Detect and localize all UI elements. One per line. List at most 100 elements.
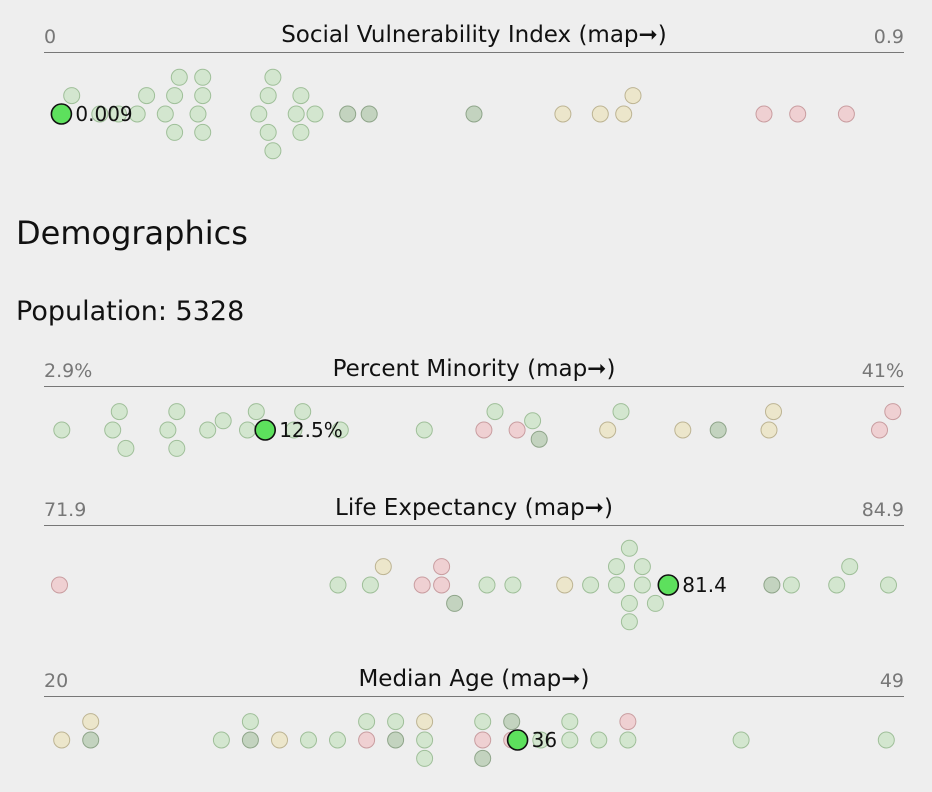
data-point[interactable] <box>214 412 232 430</box>
data-point[interactable] <box>53 731 71 749</box>
data-point[interactable] <box>287 105 305 123</box>
data-point[interactable] <box>358 731 376 749</box>
data-point[interactable] <box>880 576 897 594</box>
data-point[interactable] <box>53 421 71 439</box>
data-point[interactable] <box>615 105 633 123</box>
data-point[interactable] <box>561 713 579 731</box>
data-point[interactable] <box>387 713 405 731</box>
data-point[interactable] <box>416 731 434 749</box>
data-point[interactable] <box>532 731 550 749</box>
data-point[interactable] <box>620 613 638 631</box>
data-point[interactable] <box>159 421 177 439</box>
map-link[interactable]: Percent Minority (map➞) <box>332 356 616 382</box>
data-point[interactable] <box>128 105 146 123</box>
map-link[interactable]: Life Expectancy (map➞) <box>335 495 613 521</box>
data-point[interactable] <box>416 713 434 731</box>
data-point[interactable] <box>329 576 347 594</box>
data-point[interactable] <box>633 576 651 594</box>
data-point[interactable] <box>789 105 807 123</box>
data-point[interactable] <box>433 558 451 576</box>
data-point[interactable] <box>339 105 357 123</box>
data-point[interactable] <box>306 105 324 123</box>
data-point[interactable] <box>170 68 188 86</box>
data-point[interactable] <box>446 594 464 612</box>
data-point[interactable] <box>633 558 651 576</box>
data-point[interactable] <box>524 412 542 430</box>
data-point[interactable] <box>194 123 212 141</box>
data-point[interactable] <box>292 123 310 141</box>
data-point[interactable] <box>271 731 288 749</box>
data-point[interactable] <box>194 68 212 86</box>
data-point[interactable] <box>619 731 637 749</box>
data-point[interactable] <box>264 68 282 86</box>
data-point[interactable] <box>360 105 378 123</box>
data-point[interactable] <box>732 731 750 749</box>
data-point[interactable] <box>474 731 492 749</box>
data-point[interactable] <box>624 87 642 105</box>
data-point[interactable] <box>508 421 526 439</box>
data-point[interactable] <box>168 403 186 421</box>
data-point[interactable] <box>361 576 379 594</box>
data-point[interactable] <box>608 558 625 576</box>
data-point[interactable] <box>91 105 109 123</box>
data-point[interactable] <box>212 731 230 749</box>
data-point[interactable] <box>292 87 310 105</box>
map-link[interactable]: Median Age (map➞) <box>358 666 590 692</box>
data-point[interactable] <box>166 87 184 105</box>
data-point[interactable] <box>877 731 895 749</box>
data-point[interactable] <box>117 439 135 457</box>
data-point[interactable] <box>110 105 127 123</box>
data-point[interactable] <box>608 576 625 594</box>
data-point[interactable] <box>387 731 405 749</box>
data-point[interactable] <box>763 576 781 594</box>
data-point[interactable] <box>486 403 504 421</box>
data-point[interactable] <box>478 576 496 594</box>
data-point[interactable] <box>329 731 346 749</box>
data-point[interactable] <box>104 421 122 439</box>
data-point[interactable] <box>168 439 186 457</box>
data-point[interactable] <box>782 576 800 594</box>
data-point[interactable] <box>837 105 855 123</box>
data-point[interactable] <box>199 421 217 439</box>
data-point[interactable] <box>755 105 773 123</box>
data-point[interactable] <box>612 403 630 421</box>
data-point[interactable] <box>620 594 638 612</box>
data-point[interactable] <box>674 421 692 439</box>
data-point[interactable] <box>884 403 902 421</box>
data-point[interactable] <box>156 105 174 123</box>
data-point[interactable] <box>413 576 431 594</box>
data-point[interactable] <box>259 123 277 141</box>
data-point[interactable] <box>241 713 259 731</box>
data-point[interactable] <box>294 403 312 421</box>
data-point[interactable] <box>504 576 522 594</box>
map-link[interactable]: Social Vulnerability Index (map➞) <box>281 22 667 48</box>
data-point[interactable] <box>620 539 638 557</box>
data-point[interactable] <box>599 421 617 439</box>
data-point[interactable] <box>760 421 778 439</box>
data-point[interactable] <box>465 105 483 123</box>
data-point[interactable] <box>82 713 100 731</box>
data-point[interactable] <box>530 430 548 448</box>
data-point[interactable] <box>82 731 100 749</box>
data-point[interactable] <box>63 87 81 105</box>
data-point[interactable] <box>503 713 521 731</box>
data-point[interactable] <box>474 713 492 731</box>
data-point[interactable] <box>556 576 574 594</box>
data-point[interactable] <box>358 713 376 731</box>
data-point[interactable] <box>871 421 888 439</box>
data-point[interactable] <box>765 403 782 421</box>
data-point[interactable] <box>474 749 492 767</box>
highlight-point[interactable] <box>657 574 680 596</box>
data-point[interactable] <box>554 105 572 123</box>
data-point[interactable] <box>475 421 493 439</box>
highlight-point[interactable] <box>254 419 277 441</box>
data-point[interactable] <box>300 731 317 749</box>
data-point[interactable] <box>241 731 259 749</box>
data-point[interactable] <box>591 105 609 123</box>
data-point[interactable] <box>416 749 434 767</box>
data-point[interactable] <box>331 421 349 439</box>
highlight-point[interactable] <box>506 729 529 751</box>
data-point[interactable] <box>374 558 392 576</box>
data-point[interactable] <box>51 576 68 594</box>
data-point[interactable] <box>264 142 282 160</box>
